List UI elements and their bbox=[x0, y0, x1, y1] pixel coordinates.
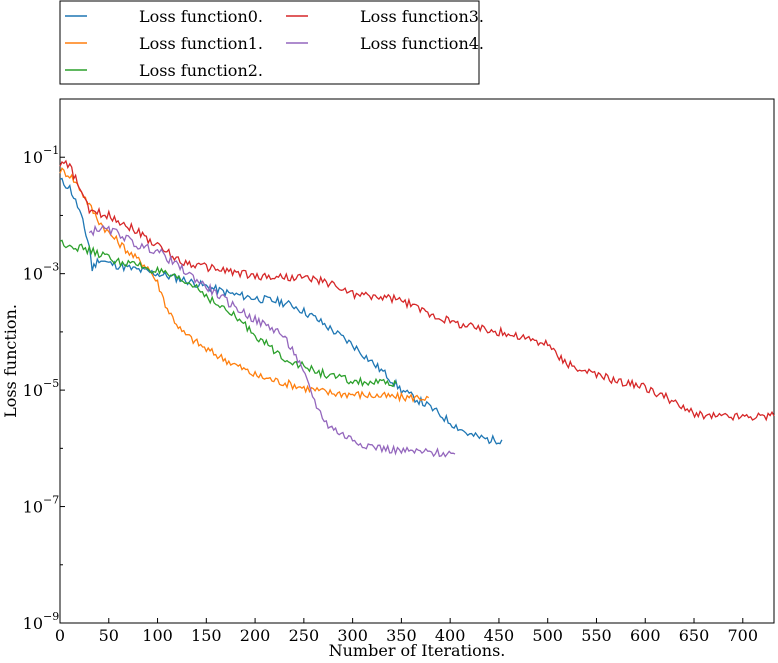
legend-label-0: Loss function0. bbox=[139, 7, 263, 26]
legend-label-3: Loss function3. bbox=[360, 7, 484, 26]
y-tick-label-2: 10 bbox=[23, 381, 43, 400]
x-tick-label-1: 50 bbox=[99, 626, 119, 645]
x-tick-label-11: 550 bbox=[581, 626, 612, 645]
series-layer bbox=[59, 159, 775, 458]
legend-label-4: Loss function4. bbox=[360, 34, 484, 53]
y-tick-exponent-2: −5 bbox=[43, 377, 59, 390]
x-tick-label-10: 500 bbox=[532, 626, 563, 645]
legend-label-1: Loss function1. bbox=[139, 34, 263, 53]
x-tick-label-9: 450 bbox=[484, 626, 515, 645]
y-tick-exponent-4: −9 bbox=[43, 610, 59, 623]
legend: Loss function0. Loss function1. Loss funct… bbox=[59, 0, 484, 85]
x-tick-label-14: 700 bbox=[728, 626, 759, 645]
x-axis-title: Number of Iterations. bbox=[329, 641, 506, 660]
y-tick-exponent-3: −7 bbox=[43, 494, 59, 507]
series-line-3 bbox=[59, 159, 775, 422]
series-line-0 bbox=[59, 177, 503, 445]
x-tick-label-4: 200 bbox=[240, 626, 271, 645]
x-tick-label-5: 250 bbox=[289, 626, 320, 645]
y-tick-label-4: 10 bbox=[23, 614, 43, 633]
y-tick-exponent-1: −3 bbox=[43, 261, 59, 274]
legend-box bbox=[59, 0, 480, 85]
x-tick-label-12: 600 bbox=[630, 626, 661, 645]
y-tick-label-0: 10 bbox=[23, 148, 43, 167]
legend-label-2: Loss function2. bbox=[139, 61, 263, 80]
series-line-2 bbox=[59, 239, 398, 388]
y-tick-label-3: 10 bbox=[23, 498, 43, 517]
series-line-4 bbox=[88, 224, 456, 458]
axis-ticks: 0 50 100 150 200 250 300 350 400 450 500 550 600 650 7… bbox=[23, 98, 759, 645]
x-tick-label-13: 650 bbox=[679, 626, 710, 645]
series-line-1 bbox=[59, 167, 430, 403]
y-tick-exponent-0: −1 bbox=[43, 144, 59, 157]
y-tick-label-1: 10 bbox=[23, 265, 43, 284]
x-tick-label-2: 100 bbox=[142, 626, 173, 645]
x-tick-label-6: 300 bbox=[337, 626, 368, 645]
x-tick-label-0: 0 bbox=[55, 626, 65, 645]
x-tick-label-3: 150 bbox=[191, 626, 222, 645]
x-tick-label-7: 350 bbox=[386, 626, 417, 645]
x-tick-label-8: 400 bbox=[435, 626, 466, 645]
y-axis-title: Loss function. bbox=[1, 304, 20, 418]
plot-area-frame bbox=[59, 98, 775, 624]
